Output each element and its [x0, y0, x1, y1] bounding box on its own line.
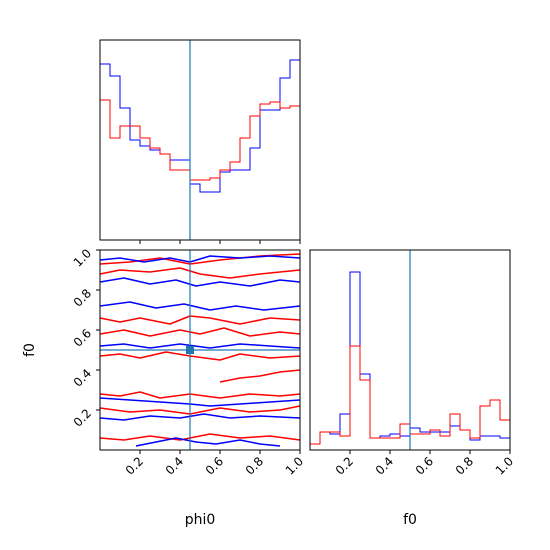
- y-tick-label: 0.4: [71, 366, 94, 389]
- phi0-marginal-histograms: [100, 59, 300, 193]
- x-tick-label: 1.0: [283, 454, 306, 477]
- contour-line-12: [99, 343, 301, 349]
- contour-line-10: [99, 277, 301, 287]
- f0-marginal-x-axis-label: f0: [403, 512, 417, 528]
- contour-x-ticks: 0.2 0.4 0.6 0.8 1.0: [123, 450, 306, 478]
- f0-marginal-histograms: [310, 271, 510, 445]
- phi0-f0-contour-panel: 0.2 0.4 0.6 0.8 1.0 0.2 0.4 0.6 0.8 1.0 phi0 f0: [22, 246, 306, 528]
- contour-line-15: [135, 437, 281, 447]
- x-tick-label: 0.8: [453, 454, 476, 477]
- contour-line-13: [99, 397, 301, 407]
- contour-frame: [99, 249, 301, 451]
- contour-line-8: [99, 433, 301, 441]
- x-tick-label: 0.4: [373, 454, 396, 477]
- x-tick-label: 0.8: [243, 454, 266, 477]
- phi0-marginal-ticks: [139, 240, 301, 244]
- contour-line-4: [99, 351, 301, 361]
- contour-line-1: [99, 267, 301, 279]
- contour-line-11: [99, 301, 301, 311]
- y-tick-label: 1.0: [71, 246, 94, 269]
- histogram-series-0: [100, 59, 300, 193]
- contour-line-7: [99, 405, 301, 415]
- f0-marginal-frame: [309, 249, 511, 451]
- contour-line-6: [99, 391, 301, 399]
- y-tick-label: 0.2: [71, 406, 94, 429]
- x-tick-label: 0.6: [203, 454, 226, 477]
- x-tick-label: 1.0: [493, 454, 516, 477]
- contour-y-ticks: 0.2 0.4 0.6 0.8 1.0: [71, 246, 100, 430]
- x-tick-label: 0.2: [333, 454, 356, 477]
- contour-line-9: [99, 255, 301, 263]
- y-tick-label: 0.8: [71, 286, 94, 309]
- contour-line-14: [99, 413, 301, 421]
- x-tick-label: 0.6: [413, 454, 436, 477]
- histogram-series-1: [100, 99, 300, 181]
- truth-point-marker: [186, 346, 194, 354]
- x-tick-label: 0.4: [163, 454, 186, 477]
- histogram-series-1: [310, 345, 510, 445]
- phi0-marginal-panel: [99, 39, 301, 244]
- contour-line-2: [99, 315, 301, 325]
- contour-line-3: [99, 327, 301, 337]
- f0-marginal-x-ticks: 0.2 0.4 0.6 0.8 1.0: [333, 450, 516, 478]
- phi0-marginal-frame: [99, 39, 301, 241]
- contour-line-5: [219, 369, 301, 383]
- contour-x-axis-label: phi0: [185, 512, 216, 528]
- x-tick-label: 0.2: [123, 454, 146, 477]
- f0-marginal-panel: 0.2 0.4 0.6 0.8 1.0 f0: [309, 249, 516, 528]
- contour-y-axis-label: f0: [22, 343, 38, 357]
- y-tick-label: 0.6: [71, 326, 94, 349]
